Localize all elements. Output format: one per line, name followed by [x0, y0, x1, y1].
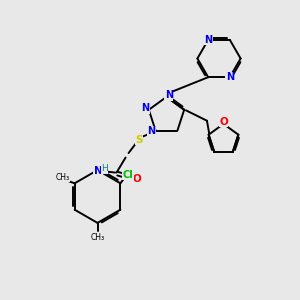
Text: N: N — [226, 72, 234, 82]
Text: N: N — [141, 103, 149, 113]
Text: N: N — [94, 166, 102, 176]
Text: O: O — [132, 174, 141, 184]
Text: N: N — [204, 35, 212, 45]
Text: N: N — [165, 90, 173, 100]
Text: N: N — [147, 126, 155, 136]
Text: H: H — [101, 164, 108, 173]
Text: CH₃: CH₃ — [56, 173, 70, 182]
Text: CH₃: CH₃ — [90, 233, 105, 242]
Text: O: O — [219, 116, 228, 127]
Text: S: S — [135, 134, 143, 145]
Text: Cl: Cl — [122, 170, 133, 180]
